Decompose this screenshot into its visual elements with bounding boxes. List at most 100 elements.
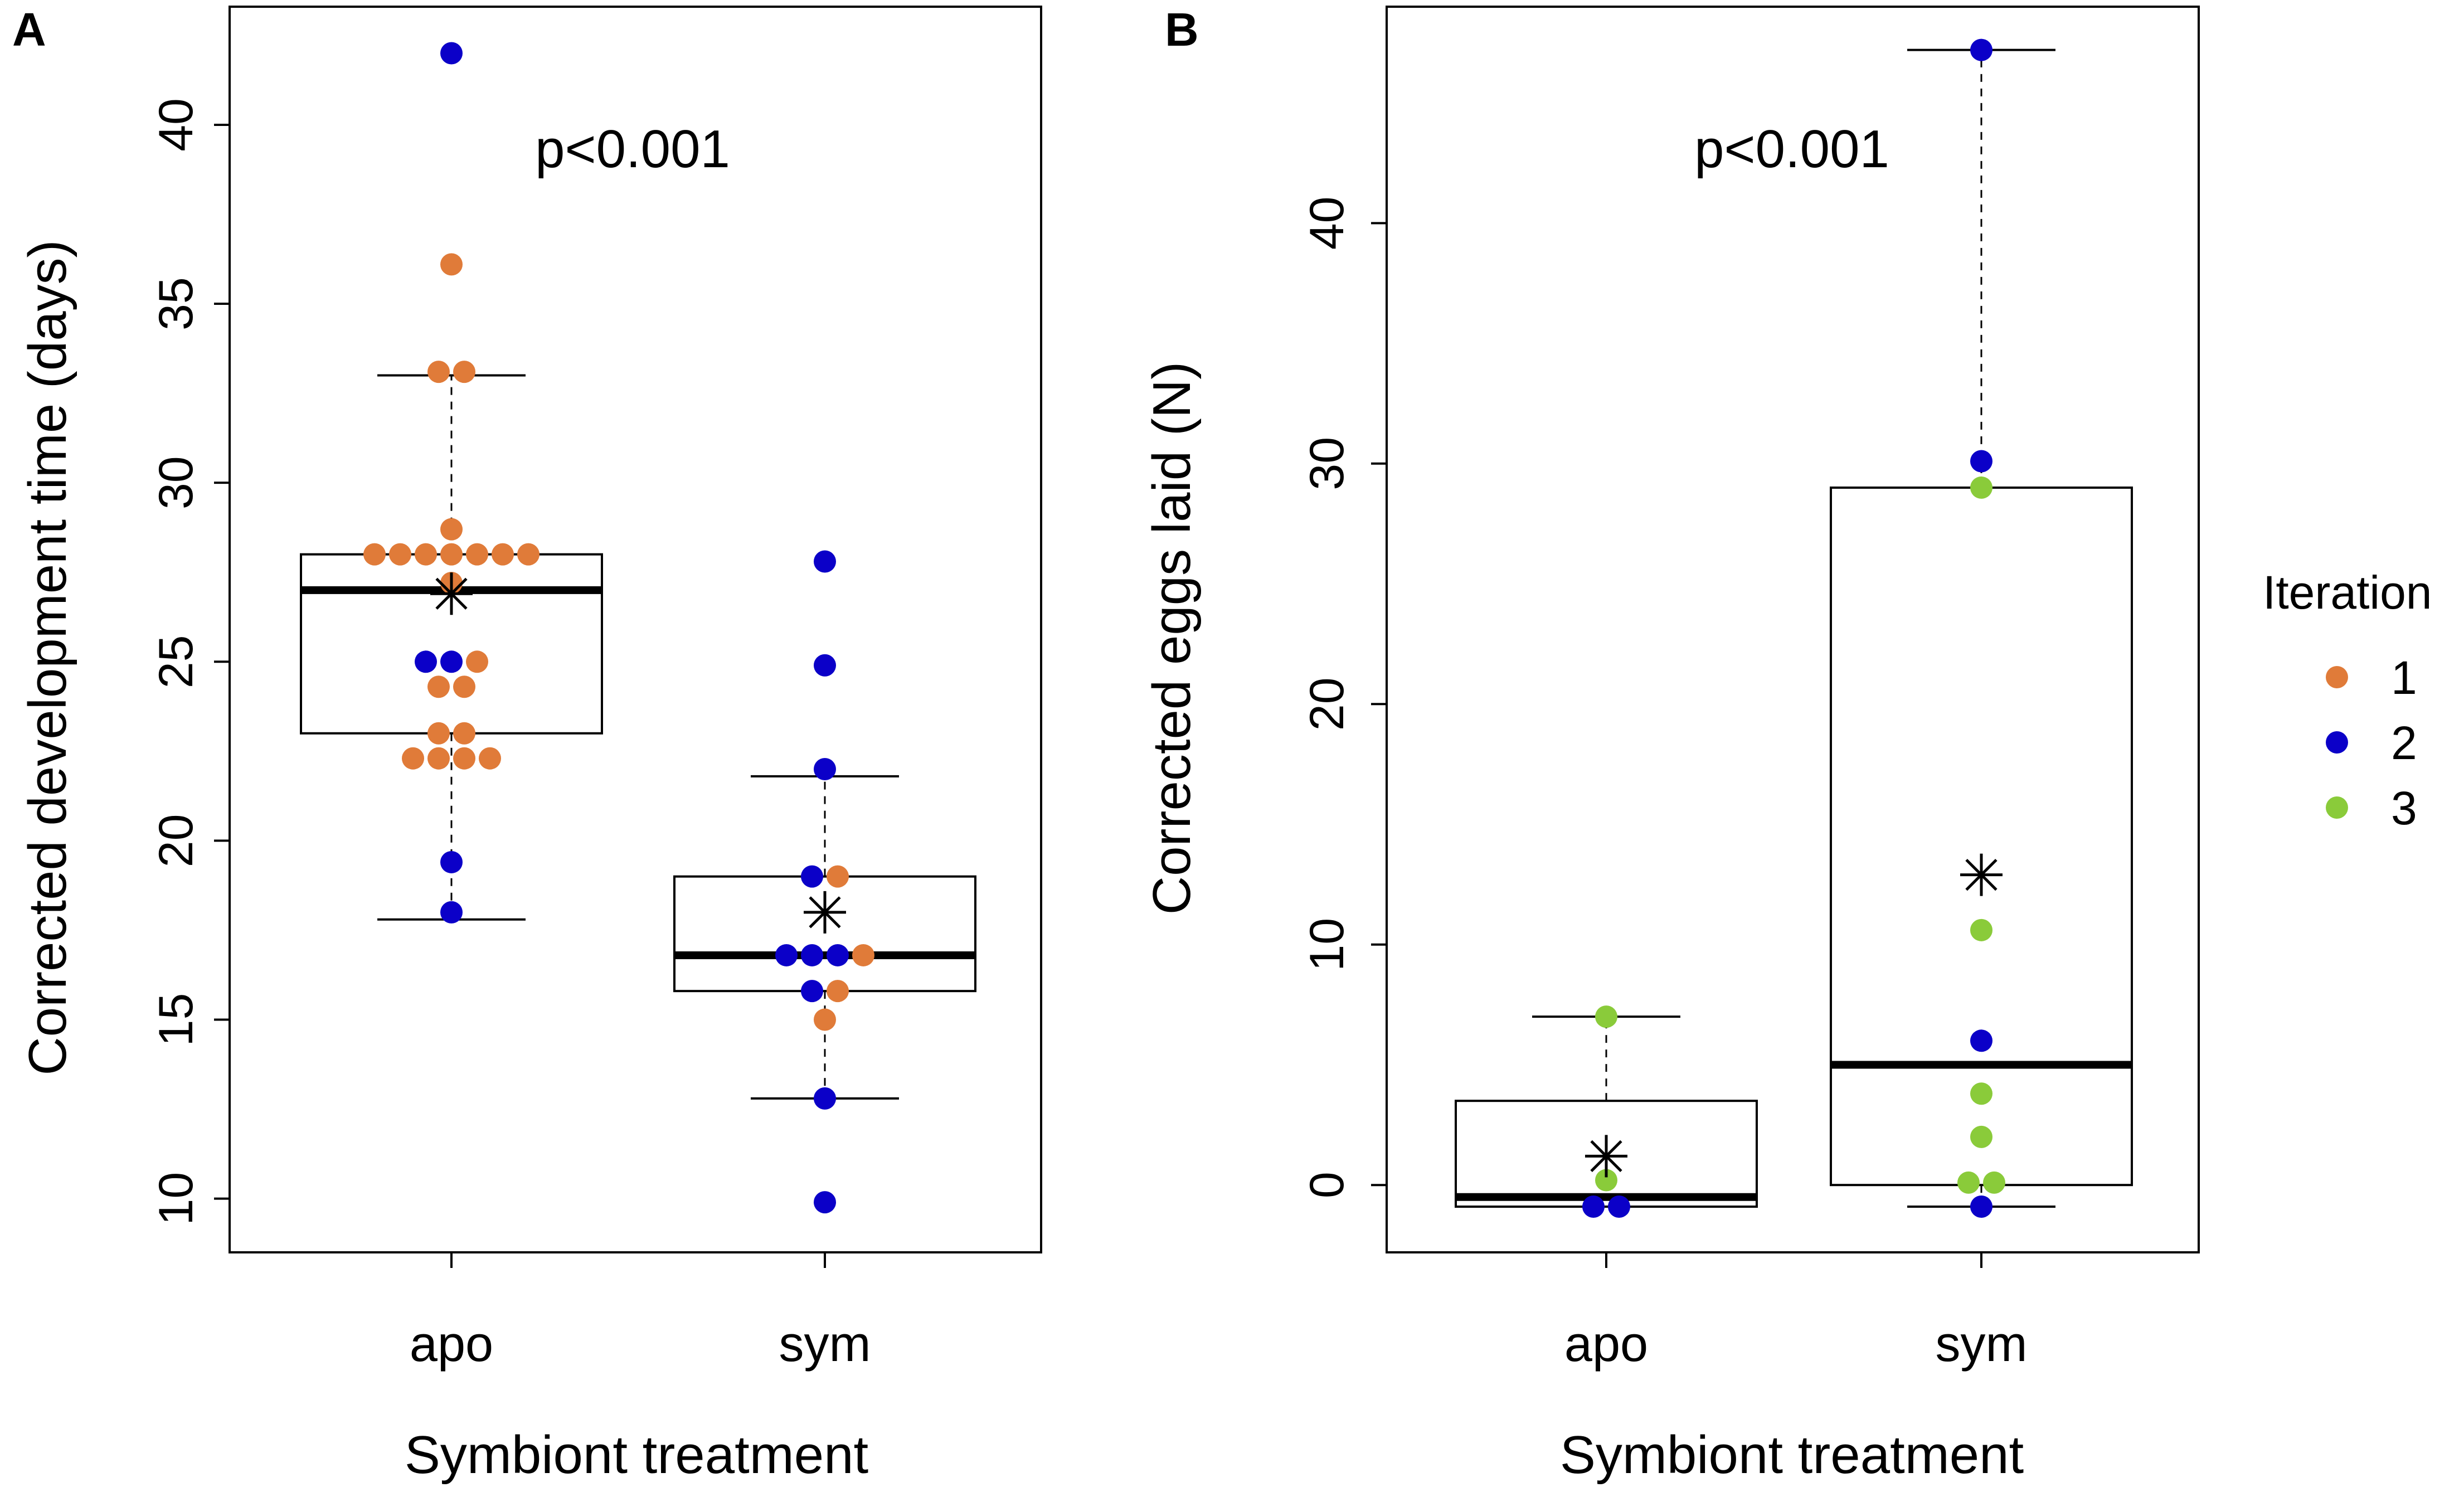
panel-b-point-sym bbox=[1970, 38, 1992, 61]
panel-b-y-tick-label: 40 bbox=[1300, 196, 1354, 250]
panel-a-plot: 10 15 20 25 30 35 40 apo sym bbox=[149, 6, 1042, 1372]
panel-a-point-apo bbox=[453, 675, 475, 698]
panel-a-point-sym bbox=[801, 944, 823, 966]
panel-b-point-apo bbox=[1608, 1195, 1630, 1218]
panel-b-y-tick-label: 0 bbox=[1300, 1172, 1354, 1198]
panel-b-point-sym bbox=[1970, 1195, 1992, 1218]
panel-a-point-apo bbox=[427, 361, 450, 383]
panel-b-y-tick-label: 20 bbox=[1300, 677, 1354, 731]
panel-a-point-apo bbox=[427, 722, 450, 745]
panel-b-point-sym bbox=[1970, 476, 1992, 499]
panel-a-point-sym bbox=[775, 944, 798, 966]
panel-a-frame bbox=[229, 6, 1042, 1253]
legend-label-1: 1 bbox=[2391, 652, 2417, 704]
panel-a-point-sym bbox=[801, 980, 823, 1003]
panel-a-point-apo bbox=[492, 543, 514, 566]
panel-b-letter: B bbox=[1165, 3, 1199, 56]
panel-a-point-apo bbox=[440, 518, 463, 541]
panel-b-x-tick-label-apo: apo bbox=[1564, 1316, 1648, 1372]
panel-b-point-sym bbox=[1970, 918, 1992, 941]
panel-a-point-apo bbox=[517, 543, 540, 566]
panel-a-point-apo bbox=[466, 650, 488, 673]
panel-a-x-tick-label-sym: sym bbox=[779, 1316, 871, 1372]
panel-b-point-sym bbox=[1957, 1171, 1980, 1194]
panel-a-y-axis-title: Corrected development time (days) bbox=[18, 240, 77, 1075]
legend-title: Iteration bbox=[2263, 566, 2432, 619]
panel-a-point-apo bbox=[363, 543, 386, 566]
panel-a-y-tick-label: 30 bbox=[149, 456, 203, 509]
panel-b-point-apo bbox=[1595, 1005, 1617, 1028]
panel-a-point-sym bbox=[827, 944, 849, 966]
legend-label-2: 2 bbox=[2391, 717, 2417, 769]
panel-a-apo-mean-marker bbox=[430, 572, 473, 615]
panel-a-y-tick-label: 10 bbox=[149, 1172, 203, 1226]
panel-b-p-value: p<0.001 bbox=[1694, 119, 1889, 179]
panel-a-y-tick-label: 40 bbox=[149, 98, 203, 152]
panel-b-y-axis-title: Corrected eggs laid (N) bbox=[1142, 362, 1202, 915]
panel-b-point-sym bbox=[1970, 450, 1992, 473]
panel-a-point-apo bbox=[427, 747, 450, 770]
panel-a-point-apo bbox=[440, 901, 463, 924]
panel-a-point-apo bbox=[402, 747, 424, 770]
panel-b-y-tick-label: 30 bbox=[1300, 437, 1354, 490]
panel-a-point-sym bbox=[814, 757, 836, 780]
panel-b: B p<0.001 Corrected eggs laid (N) Symbio… bbox=[1142, 3, 2200, 1485]
panel-b-sym-mean-marker bbox=[1960, 853, 2003, 896]
panel-b-x-axis-title: Symbiont treatment bbox=[1560, 1425, 2024, 1485]
panel-a-point-apo bbox=[427, 675, 450, 698]
panel-a-y-tick-label: 15 bbox=[149, 993, 203, 1047]
panel-b-apo-box bbox=[1455, 1100, 1758, 1208]
panel-b-x-tick-label-sym: sym bbox=[1936, 1316, 2028, 1372]
panel-b-point-sym bbox=[1970, 1082, 1992, 1105]
panel-a-p-value: p<0.001 bbox=[535, 119, 730, 179]
panel-a-point-sym bbox=[814, 550, 836, 573]
legend-swatch-2 bbox=[2326, 731, 2348, 754]
panel-a-y-tick-label: 25 bbox=[149, 635, 203, 688]
panel-a-point-sym bbox=[827, 980, 849, 1003]
panel-b-plot: 0 10 20 30 40 apo sym bbox=[1300, 6, 2200, 1372]
legend-swatch-3 bbox=[2326, 796, 2348, 819]
panel-a-point-sym bbox=[827, 865, 849, 888]
panel-a-point-apo bbox=[466, 543, 488, 566]
panel-a-letter: A bbox=[12, 3, 46, 56]
panel-b-frame bbox=[1386, 6, 2200, 1253]
panel-a-x-axis-title: Symbiont treatment bbox=[405, 1425, 868, 1485]
panel-a-point-apo bbox=[453, 722, 475, 745]
legend-items: 1 2 3 bbox=[2326, 652, 2417, 834]
legend-swatch-1 bbox=[2326, 666, 2348, 688]
panel-a-point-sym bbox=[814, 1008, 836, 1031]
panel-b-point-apo bbox=[1595, 1169, 1617, 1192]
panel-a-point-sym bbox=[801, 865, 823, 888]
panel-a-sym-mean-marker bbox=[804, 891, 846, 934]
panel-a-point-apo bbox=[415, 650, 437, 673]
panel-a-point-sym bbox=[814, 1087, 836, 1110]
panel-a: A p<0.001 Corrected development time (da… bbox=[12, 3, 1042, 1485]
panel-b-sym-box bbox=[1830, 486, 2133, 1187]
panel-a-point-apo bbox=[440, 253, 463, 276]
panel-a-point-apo bbox=[389, 543, 411, 566]
panel-b-point-sym bbox=[1970, 1125, 1992, 1148]
panel-a-point-apo bbox=[440, 851, 463, 873]
panel-a-point-apo bbox=[453, 747, 475, 770]
panel-a-point-apo bbox=[440, 42, 463, 65]
panel-b-point-sym bbox=[1983, 1171, 2005, 1194]
panel-b-point-apo bbox=[1582, 1195, 1605, 1218]
panel-a-x-tick-label-apo: apo bbox=[410, 1316, 493, 1372]
panel-b-y-tick-label: 10 bbox=[1300, 918, 1354, 971]
legend-label-3: 3 bbox=[2391, 782, 2417, 834]
panel-a-point-apo bbox=[440, 543, 463, 566]
panel-a-point-sym bbox=[852, 944, 874, 966]
panel-a-point-apo bbox=[479, 747, 501, 770]
legend: Iteration 1 2 3 bbox=[2263, 566, 2432, 834]
panel-a-sym-box bbox=[673, 875, 976, 993]
panel-b-point-sym bbox=[1970, 1029, 1992, 1052]
panel-a-point-sym bbox=[814, 1191, 836, 1214]
panel-a-point-sym bbox=[814, 654, 836, 677]
panel-a-point-apo bbox=[453, 361, 475, 383]
panel-a-y-tick-label: 20 bbox=[149, 814, 203, 868]
panel-a-point-apo bbox=[415, 543, 437, 566]
panel-a-y-tick-label: 35 bbox=[149, 277, 203, 331]
panel-a-point-apo bbox=[440, 650, 463, 673]
panel-b-apo-mean-marker bbox=[1585, 1135, 1627, 1178]
